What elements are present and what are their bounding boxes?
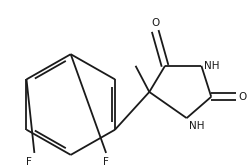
Text: F: F <box>103 157 109 167</box>
Text: O: O <box>239 92 247 102</box>
Text: NH: NH <box>189 121 204 131</box>
Text: NH: NH <box>204 61 220 71</box>
Text: O: O <box>151 18 159 28</box>
Text: F: F <box>26 157 31 167</box>
